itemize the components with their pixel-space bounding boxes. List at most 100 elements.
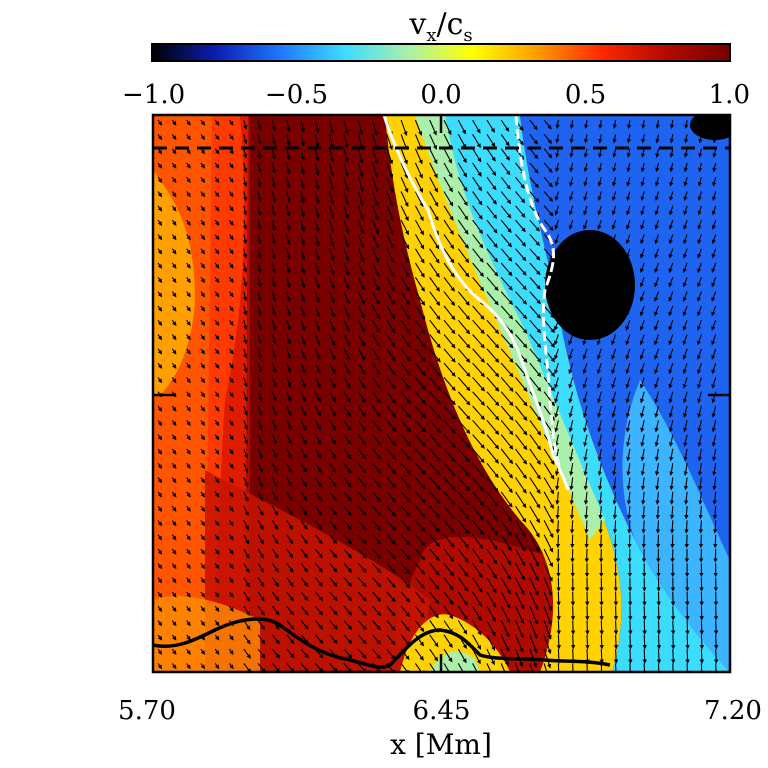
velocity-arrow xyxy=(414,305,426,320)
velocity-arrow xyxy=(271,334,277,345)
velocity-arrow xyxy=(271,134,277,146)
velocity-arrow xyxy=(654,348,660,360)
velocity-arrow xyxy=(569,191,574,202)
velocity-arrow xyxy=(500,362,514,378)
velocity-arrow xyxy=(611,248,617,259)
velocity-arrow xyxy=(697,391,702,404)
velocity-arrow xyxy=(314,334,321,346)
velocity-arrow xyxy=(443,405,456,420)
velocity-arrow xyxy=(500,148,511,161)
velocity-arrow xyxy=(157,162,163,169)
velocity-arrow xyxy=(300,134,306,147)
velocity-arrow xyxy=(628,620,633,635)
velocity-arrow xyxy=(300,391,306,403)
velocity-arrow xyxy=(486,176,497,191)
velocity-arrow xyxy=(314,277,321,290)
velocity-arrow xyxy=(486,362,500,378)
velocity-arrow xyxy=(515,176,525,189)
velocity-arrow xyxy=(329,162,335,177)
velocity-arrow xyxy=(414,405,427,419)
velocity-arrow xyxy=(597,405,602,418)
velocity-arrow xyxy=(625,334,631,346)
velocity-arrow xyxy=(543,133,552,144)
velocity-arrow xyxy=(457,348,471,363)
velocity-arrow xyxy=(457,405,471,420)
velocity-arrow xyxy=(682,391,688,404)
velocity-arrow xyxy=(500,119,510,132)
velocity-arrow xyxy=(640,177,645,187)
black-downflow-core xyxy=(545,230,635,340)
velocity-arrow xyxy=(200,119,206,126)
velocity-arrow xyxy=(286,277,291,289)
velocity-arrow xyxy=(654,291,660,302)
velocity-arrow xyxy=(640,219,645,230)
velocity-arrow xyxy=(486,319,500,335)
velocity-arrow xyxy=(257,205,262,217)
velocity-arrow xyxy=(597,234,602,245)
velocity-arrow xyxy=(314,362,321,374)
velocity-arrow xyxy=(457,134,467,149)
velocity-arrow xyxy=(640,248,645,259)
velocity-arrow xyxy=(386,391,396,404)
velocity-arrow xyxy=(457,205,469,221)
velocity-arrow xyxy=(300,177,305,190)
velocity-arrow xyxy=(472,362,486,378)
velocity-arrow xyxy=(429,234,440,250)
velocity-arrow xyxy=(669,119,675,129)
velocity-arrow xyxy=(612,162,617,173)
velocity-arrow xyxy=(697,405,702,418)
velocity-arrow xyxy=(500,176,511,190)
velocity-arrow xyxy=(400,248,410,264)
velocity-arrow xyxy=(529,348,542,363)
velocity-arrow xyxy=(257,348,262,359)
velocity-arrow xyxy=(697,191,702,202)
velocity-arrow xyxy=(697,362,702,375)
x-tick-label: 7.20 xyxy=(704,696,762,726)
velocity-arrow xyxy=(414,362,426,377)
velocity-arrow xyxy=(486,148,496,162)
velocity-arrow xyxy=(654,248,660,259)
velocity-arrow xyxy=(271,277,277,288)
velocity-arrow xyxy=(386,262,395,278)
velocity-arrow xyxy=(186,234,191,241)
velocity-arrow xyxy=(553,348,559,360)
velocity-arrow xyxy=(668,391,674,404)
velocity-arrow xyxy=(371,148,379,165)
velocity-arrow xyxy=(242,262,248,273)
velocity-arrow xyxy=(314,348,321,360)
velocity-arrow xyxy=(529,262,541,276)
velocity-arrow xyxy=(554,291,559,302)
velocity-arrow xyxy=(429,134,438,150)
velocity-arrow xyxy=(712,119,718,129)
velocity-arrow xyxy=(186,219,191,226)
velocity-arrow xyxy=(472,119,481,134)
velocity-arrow xyxy=(186,334,191,341)
velocity-arrow xyxy=(157,405,163,412)
velocity-arrow xyxy=(554,219,559,230)
velocity-arrow xyxy=(387,678,395,688)
velocity-arrow xyxy=(357,319,365,333)
velocity-arrow xyxy=(400,162,409,179)
velocity-arrow xyxy=(628,634,633,650)
velocity-arrow xyxy=(329,319,336,332)
velocity-arrow xyxy=(611,391,617,404)
velocity-arrow xyxy=(300,377,306,388)
velocity-arrow xyxy=(343,191,350,206)
velocity-arrow xyxy=(314,405,321,417)
velocity-arrow xyxy=(443,291,456,306)
velocity-arrow xyxy=(214,377,220,384)
velocity-arrow xyxy=(229,291,234,298)
velocity-arrow xyxy=(314,305,321,318)
velocity-arrow xyxy=(300,162,305,176)
velocity-arrow xyxy=(430,678,437,690)
velocity-arrow xyxy=(582,291,588,302)
velocity-arrow xyxy=(286,291,291,303)
velocity-arrow xyxy=(657,663,660,672)
velocity-arrow xyxy=(443,377,456,392)
velocity-arrow xyxy=(515,291,528,305)
velocity-arrow xyxy=(386,248,395,264)
velocity-arrow xyxy=(400,205,409,222)
velocity-arrow xyxy=(343,391,351,403)
velocity-arrow xyxy=(529,162,539,174)
velocity-arrow xyxy=(271,191,277,203)
